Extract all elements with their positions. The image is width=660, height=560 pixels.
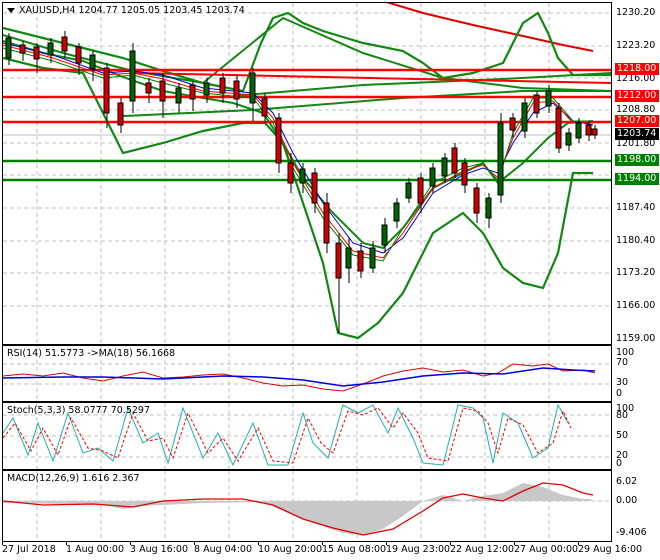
time-label: 10 Aug 20:00 — [258, 544, 323, 555]
level-badge-1218: 1218.00 — [615, 63, 659, 75]
rsi-tick: 30 — [616, 377, 629, 388]
long-ma-line — [386, 3, 594, 52]
symbol-label: XAUUSD,H4 — [19, 5, 76, 16]
collapse-triangle-icon[interactable] — [7, 8, 15, 13]
time-label: 1 Aug 00:00 — [66, 544, 125, 555]
price-grid — [3, 3, 611, 344]
stoch-label: Stoch(5,3,3) 58.0777 70.5297 — [7, 405, 151, 416]
macd-tick: 6.02 — [616, 476, 638, 487]
price-tick: 1208.80 — [616, 104, 656, 115]
price-tick: 1187.40 — [616, 202, 656, 213]
level-badge-1207: 1207.00 — [615, 115, 659, 127]
stoch-tick: 100 — [616, 403, 635, 414]
price-tick: 1230.20 — [616, 7, 656, 18]
macd-tick: 0.00 — [616, 495, 638, 506]
bollinger-lower — [3, 56, 593, 340]
price-tick: 1201.80 — [616, 138, 656, 149]
price-chart-pane[interactable]: XAUUSD,H4 1204.77 1205.05 1203.45 1203.7… — [2, 2, 612, 345]
price-tick: 1166.00 — [616, 300, 656, 311]
time-label: 29 Aug 16:00 — [578, 544, 643, 555]
level-badge-1194: 1194.00 — [615, 173, 659, 185]
level-badge-1212: 1212.00 — [615, 90, 659, 102]
time-label: 15 Aug 08:00 — [322, 544, 387, 555]
time-label: 19 Aug 23:00 — [386, 544, 451, 555]
macd-pane[interactable]: MACD(12,26,9) 1.616 2.367 — [2, 470, 612, 542]
price-tick: 1216.00 — [616, 73, 656, 84]
ohlc-open: 1204.77 — [78, 5, 118, 16]
stoch-axis: 100 80 50 20 0 — [612, 402, 660, 469]
stochastic-pane[interactable]: Stoch(5,3,3) 58.0777 70.5297 — [2, 402, 612, 470]
chart-header: XAUUSD,H4 1204.77 1205.05 1203.45 1203.7… — [7, 5, 245, 16]
rsi-tick: 100 — [616, 347, 635, 358]
price-tick: 1173.20 — [616, 267, 656, 278]
ohlc-high: 1205.05 — [120, 5, 161, 16]
rsi-ma-line — [3, 367, 596, 387]
stoch-d-line — [3, 407, 572, 464]
macd-axis: 6.02 0.00 -9.406 — [612, 470, 660, 540]
time-axis: 27 Jul 2018 1 Aug 00:00 3 Aug 16:00 8 Au… — [0, 541, 642, 560]
price-chart-canvas — [3, 3, 611, 344]
stoch-tick: 0 — [616, 458, 623, 469]
macd-histogram — [3, 483, 591, 535]
price-tick: 1180.40 — [616, 235, 656, 246]
ohlc-close: 1203.74 — [205, 5, 245, 16]
rsi-canvas — [3, 346, 611, 401]
time-label: 22 Aug 12:00 — [450, 544, 515, 555]
stoch-canvas — [3, 403, 611, 469]
level-badge-1198: 1198.00 — [615, 154, 659, 166]
support-levels — [3, 159, 611, 182]
macd-label: MACD(12,26,9) 1.616 2.367 — [7, 473, 140, 484]
macd-canvas — [3, 471, 611, 541]
stoch-tick: 50 — [616, 430, 629, 441]
rsi-tick: 70 — [616, 357, 629, 368]
price-tick: 1159.00 — [616, 333, 656, 344]
time-label: 8 Aug 04:00 — [194, 544, 253, 555]
rsi-pane[interactable]: RSI(14) 51.5773 ->MA(18) 56.1668 — [2, 345, 612, 402]
candles — [5, 31, 598, 333]
time-label: 27 Aug 00:00 — [514, 544, 579, 555]
price-tick: 1223.20 — [616, 40, 656, 51]
bollinger-middle — [3, 40, 594, 250]
rsi-tick: 0 — [616, 388, 623, 399]
stoch-k-line — [3, 403, 569, 467]
rsi-label: RSI(14) 51.5773 ->MA(18) 56.1668 — [7, 348, 176, 359]
price-axis: 1230.20 1223.20 1216.00 1208.80 1201.80 … — [612, 2, 660, 344]
bollinger-upper — [3, 11, 611, 93]
time-label: 3 Aug 16:00 — [130, 544, 189, 555]
rsi-line — [3, 363, 596, 392]
ohlc-low: 1203.45 — [163, 5, 203, 16]
macd-signal-line — [3, 482, 594, 536]
macd-tick: -9.406 — [616, 527, 647, 538]
stoch-tick: 80 — [616, 410, 629, 421]
current-price-badge: 1203.74 — [615, 128, 659, 140]
resistance-slope — [132, 72, 611, 84]
rsi-axis: 100 70 30 0 — [612, 345, 660, 400]
time-label: 27 Jul 2018 — [2, 544, 56, 555]
stoch-tick: 20 — [616, 450, 629, 461]
green-ma-line — [3, 16, 611, 92]
green-trend-line-2 — [232, 72, 611, 97]
